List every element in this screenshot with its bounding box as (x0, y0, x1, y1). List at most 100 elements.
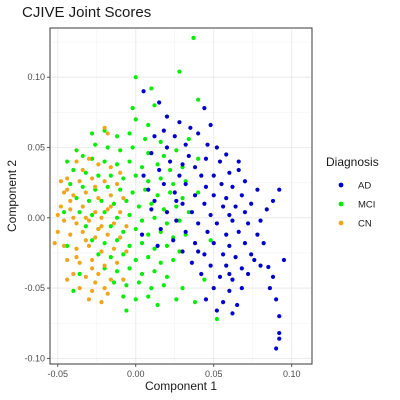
point-mci (171, 181, 176, 187)
point-cn (105, 131, 110, 136)
point-mci (146, 151, 151, 156)
point-mci (139, 240, 145, 246)
point-ad (189, 260, 195, 265)
point-mci (124, 198, 129, 204)
point-mci (152, 269, 157, 274)
x-tick-label: 0.00 (127, 369, 145, 379)
point-cn (102, 179, 107, 184)
point-ad (164, 114, 170, 119)
point-ad (158, 226, 163, 232)
point-ad (277, 314, 282, 319)
point-ad (205, 229, 210, 234)
point-ad (270, 198, 276, 204)
point-mci (111, 201, 117, 206)
point-cn (93, 184, 98, 189)
point-mci (155, 302, 160, 308)
point-mci (136, 280, 141, 285)
point-mci (214, 316, 219, 322)
point-cn (71, 193, 76, 198)
point-ad (174, 218, 179, 223)
point-cn (74, 246, 79, 251)
point-ad (167, 159, 173, 164)
point-ad (267, 285, 272, 291)
point-cn (65, 187, 70, 192)
point-mci (77, 210, 82, 215)
point-mci (71, 288, 76, 293)
point-mci (146, 179, 151, 184)
point-mci (161, 207, 166, 212)
point-ad (227, 170, 232, 175)
point-mci (202, 277, 207, 282)
point-mci (114, 215, 120, 220)
point-cn (86, 156, 92, 161)
point-ad (214, 145, 219, 150)
legend-label-mci: MCI (358, 200, 375, 211)
point-cn (83, 215, 88, 220)
point-mci (83, 170, 88, 175)
point-cn (71, 271, 76, 277)
point-mci (164, 243, 170, 249)
point-mci (83, 224, 88, 229)
point-mci (133, 297, 138, 302)
point-ad (281, 257, 287, 263)
point-ad (270, 274, 276, 279)
point-mci (174, 148, 179, 153)
y-tick-label: 0.00 (27, 213, 45, 223)
point-mci (152, 246, 157, 251)
point-ad (217, 159, 223, 164)
point-cn (111, 221, 117, 226)
point-ad (141, 173, 146, 178)
point-mci (149, 201, 154, 206)
point-mci (164, 274, 170, 279)
point-mci (99, 198, 104, 204)
point-mci (127, 212, 132, 218)
point-mci (108, 173, 113, 178)
point-mci (133, 226, 138, 232)
point-mci (108, 255, 113, 260)
point-cn (58, 204, 64, 209)
point-mci (174, 204, 179, 209)
point-ad (227, 271, 232, 277)
point-ad (224, 152, 229, 157)
point-ad (164, 210, 170, 215)
point-cn (90, 288, 95, 293)
point-mci (177, 218, 182, 223)
chart-title: CJIVE Joint Scores (22, 4, 152, 21)
point-cn (108, 193, 113, 198)
point-ad (172, 190, 177, 195)
point-cn (83, 238, 88, 243)
point-mci (196, 97, 201, 102)
point-cn (86, 297, 92, 302)
point-mci (121, 229, 126, 234)
point-mci (114, 134, 120, 139)
point-ad (227, 288, 232, 293)
point-ad (161, 128, 166, 133)
point-mci (65, 159, 70, 164)
point-ad (236, 159, 241, 164)
point-mci (86, 198, 92, 204)
point-mci (192, 300, 198, 305)
point-ad (177, 173, 182, 178)
point-mci (180, 196, 185, 201)
point-ad (224, 196, 229, 201)
point-ad (211, 285, 216, 291)
point-cn (55, 229, 60, 234)
point-ad (230, 277, 235, 282)
point-cn (61, 190, 67, 195)
point-ad (255, 232, 260, 237)
point-cn (80, 204, 85, 209)
point-ad (249, 201, 254, 206)
point-cn (68, 232, 73, 237)
point-ad (203, 156, 209, 161)
y-tick-label: 0.05 (27, 142, 45, 152)
point-ad (202, 252, 207, 257)
point-cn (74, 255, 79, 260)
point-ad (245, 271, 251, 277)
point-mci (133, 173, 138, 178)
legend-key-mci (338, 201, 344, 207)
point-mci (74, 196, 79, 201)
point-ad (208, 212, 213, 218)
point-mci (146, 255, 151, 260)
point-ad (242, 179, 248, 184)
point-ad (180, 201, 185, 206)
